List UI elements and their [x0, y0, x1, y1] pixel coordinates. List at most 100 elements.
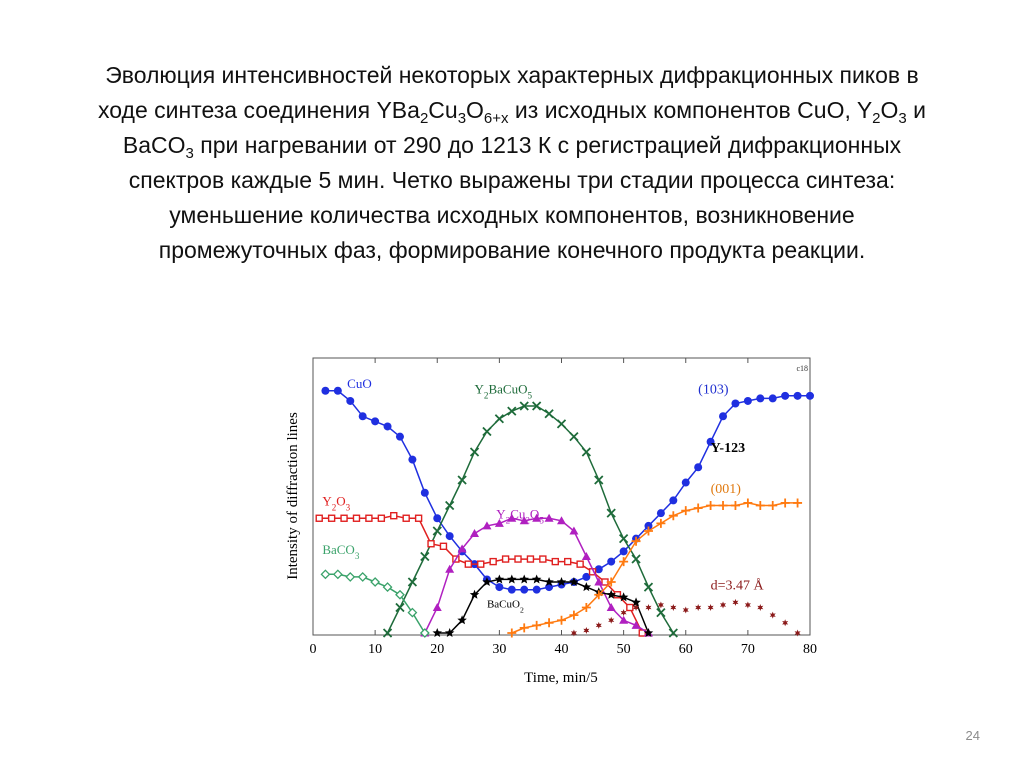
- data-point: [477, 560, 485, 568]
- data-point: [643, 526, 653, 536]
- data-point: [631, 536, 641, 546]
- data-point: [681, 506, 691, 516]
- data-point: [556, 419, 567, 429]
- x-tick-label: 60: [679, 642, 693, 657]
- x-tick-label: 10: [368, 642, 382, 657]
- data-point: [633, 604, 640, 611]
- x-axis-label: Time, min/5: [524, 670, 598, 686]
- data-point: [581, 447, 591, 457]
- x-tick-label: 20: [430, 642, 444, 657]
- data-point: [793, 498, 803, 508]
- series-label: CuO: [347, 376, 372, 391]
- data-point: [618, 592, 629, 602]
- data-point: [346, 396, 355, 405]
- data-point: [457, 544, 467, 553]
- data-point: [469, 447, 480, 457]
- text-segment: спектров каждые 5 мин. Четко выражены тр…: [128, 167, 896, 193]
- data-point: [656, 518, 666, 528]
- data-point: [470, 529, 480, 538]
- data-point: [626, 603, 634, 612]
- text-segment: из исходных компонентов CuO, Y: [508, 97, 873, 123]
- subscript: 3: [898, 110, 907, 127]
- data-point: [507, 513, 517, 522]
- data-point: [594, 577, 604, 586]
- data-point: [594, 475, 604, 485]
- data-point: [695, 604, 702, 611]
- chart-annotation: Y-123: [711, 441, 746, 456]
- data-point: [395, 602, 405, 613]
- data-point: [352, 514, 361, 522]
- slide-description: Эволюция интенсивностей некоторых характ…: [40, 58, 984, 268]
- data-point: [532, 401, 542, 411]
- data-point: [583, 626, 590, 634]
- data-point: [718, 501, 728, 510]
- data-point: [643, 628, 654, 638]
- data-point: [340, 514, 348, 522]
- chart-annotation: d=3.47 Å: [711, 578, 765, 594]
- text-segment: O: [466, 97, 484, 123]
- data-point: [544, 618, 554, 628]
- data-point: [707, 604, 714, 611]
- data-point: [469, 589, 480, 599]
- data-point: [445, 532, 454, 541]
- chart-annotation: (001): [711, 482, 742, 497]
- series-baco3: [320, 569, 430, 638]
- corner-label: c18: [796, 364, 808, 373]
- data-point: [514, 555, 522, 563]
- data-point: [643, 582, 654, 592]
- series-bacuo2: [432, 574, 654, 638]
- data-point: [670, 604, 677, 611]
- data-point: [520, 585, 529, 594]
- data-point: [482, 577, 492, 587]
- data-point: [557, 516, 566, 525]
- series-label: BaCuO2: [487, 599, 524, 615]
- data-point: [395, 432, 404, 441]
- data-point: [495, 583, 504, 592]
- subscript: 2: [872, 110, 881, 127]
- text-segment: Эволюция интенсивностей некоторых характ…: [105, 62, 919, 88]
- data-point: [519, 516, 529, 525]
- data-point: [594, 565, 603, 574]
- data-point: [569, 610, 579, 620]
- series-label: BaCO3: [322, 542, 360, 561]
- data-point: [719, 601, 727, 609]
- data-point: [631, 620, 641, 629]
- data-point: [782, 619, 789, 627]
- data-point: [557, 615, 566, 625]
- data-point: [576, 560, 584, 568]
- data-point: [781, 391, 790, 400]
- data-point: [320, 569, 331, 580]
- data-point: [744, 601, 751, 609]
- data-point: [419, 628, 430, 638]
- data-point: [706, 501, 716, 510]
- data-point: [645, 604, 652, 611]
- data-point: [793, 391, 802, 400]
- text-segment: уменьшение количества исходных компонент…: [169, 202, 855, 228]
- data-point: [544, 577, 554, 587]
- data-point: [606, 577, 616, 587]
- data-point: [332, 569, 343, 580]
- x-tick-label: 50: [617, 642, 631, 657]
- data-point: [526, 555, 535, 563]
- data-point: [657, 601, 664, 609]
- slide-number: 24: [965, 728, 980, 743]
- x-tick-label: 70: [741, 642, 755, 657]
- data-point: [582, 572, 591, 581]
- series-label: Y2Cu2O5: [496, 506, 544, 525]
- data-point: [743, 396, 752, 405]
- data-point: [383, 422, 392, 431]
- text-segment: BaCO: [122, 132, 186, 158]
- subscript: 3: [457, 110, 467, 127]
- data-point: [619, 615, 629, 624]
- x-tick-label: 80: [803, 642, 817, 657]
- data-point: [569, 577, 579, 587]
- data-point: [794, 629, 801, 637]
- data-point: [719, 412, 728, 421]
- data-point: [681, 478, 690, 487]
- subscript: 6+x: [483, 110, 509, 127]
- series-label: Y2O3: [322, 494, 350, 513]
- text-line: спектров каждые 5 мин. Четко выражены тр…: [40, 163, 984, 198]
- data-point: [551, 557, 559, 566]
- data-point: [694, 463, 703, 472]
- text-segment: ходе синтеза соединения YBa: [98, 97, 420, 123]
